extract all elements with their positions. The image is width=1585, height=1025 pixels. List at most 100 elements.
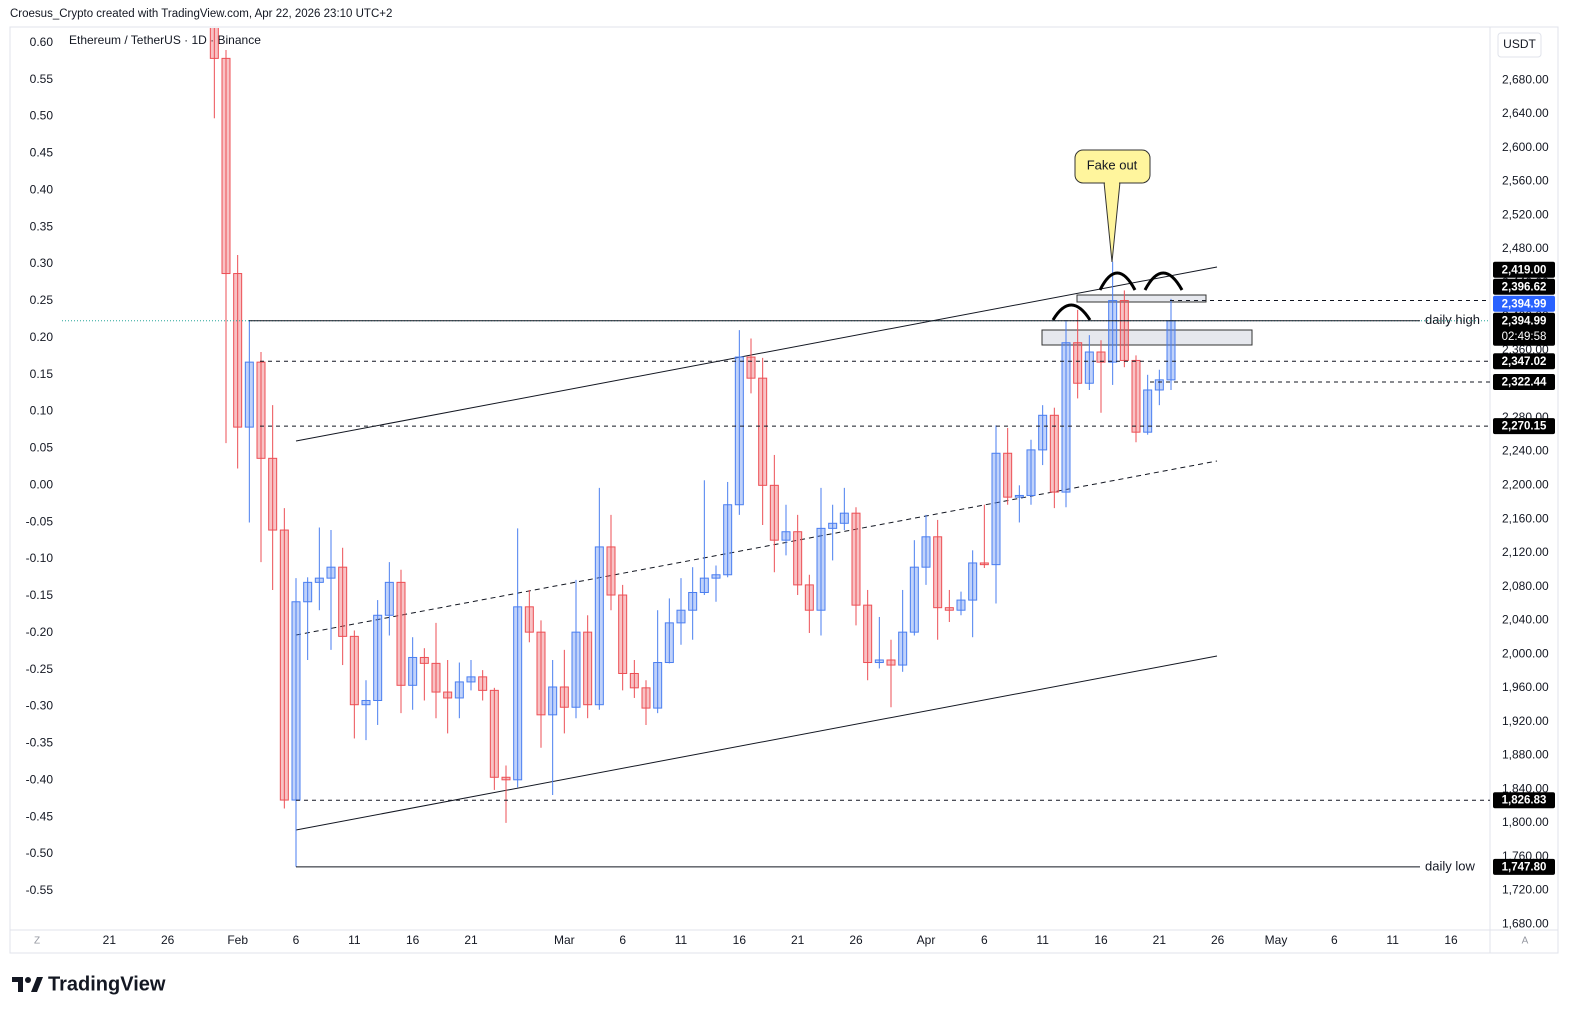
y-tick-label: 2,360.00 bbox=[1502, 342, 1549, 356]
candle-body bbox=[944, 607, 954, 611]
candle-body bbox=[209, 28, 219, 59]
candle-body bbox=[1143, 389, 1153, 433]
y2-tick-label: 0.60 bbox=[30, 35, 54, 49]
candle-body bbox=[1166, 320, 1176, 381]
zone-box bbox=[1041, 329, 1253, 346]
arc bbox=[1098, 271, 1137, 291]
price-tag-label: 2,270.15 bbox=[1502, 421, 1547, 433]
candle-body bbox=[804, 584, 814, 611]
currency[interactable]: USDT bbox=[1503, 37, 1536, 51]
mid-trendline bbox=[295, 460, 1218, 636]
y2-tick-label: -0.50 bbox=[26, 846, 54, 860]
y-tick-label: 2,000.00 bbox=[1502, 646, 1549, 660]
y2-tick-label: 0.30 bbox=[30, 256, 54, 270]
zone-box bbox=[1076, 294, 1207, 303]
candle-body bbox=[396, 581, 406, 686]
y-tick-label: 2,560.00 bbox=[1502, 174, 1549, 188]
x-tick-label: 11 bbox=[1386, 933, 1399, 947]
candle-body bbox=[478, 676, 488, 691]
timezone-icon[interactable]: Z bbox=[34, 936, 40, 947]
candle-body bbox=[466, 676, 476, 683]
candle-body bbox=[1096, 351, 1106, 363]
candle-body bbox=[583, 631, 593, 706]
auto-scale-icon[interactable]: A bbox=[1522, 936, 1529, 947]
attribution: Croesus_Crypto created with TradingView.… bbox=[10, 8, 392, 20]
candle-body bbox=[559, 686, 569, 708]
y2-tick-label: 0.40 bbox=[30, 182, 54, 196]
price-tag-label: 2,396.62 bbox=[1502, 281, 1547, 293]
y-tick-label: 2,080.00 bbox=[1502, 579, 1549, 593]
candle-body bbox=[618, 594, 628, 674]
candle-body bbox=[793, 531, 803, 586]
price-tag bbox=[1493, 792, 1555, 809]
candle-body bbox=[723, 504, 733, 576]
candle-body bbox=[1014, 494, 1024, 498]
candle-body bbox=[769, 484, 779, 541]
candle-body bbox=[571, 631, 581, 708]
y2-tick-label: -0.20 bbox=[26, 625, 54, 639]
y2-tick-label: 0.35 bbox=[30, 219, 54, 233]
y-tick-label: 1,680.00 bbox=[1502, 916, 1549, 930]
candle-body bbox=[361, 699, 371, 706]
candle-body bbox=[419, 656, 429, 664]
x-tick-label: 16 bbox=[1444, 933, 1458, 947]
y2-tick-label: 0.00 bbox=[30, 477, 54, 491]
y-tick-label: 1,720.00 bbox=[1502, 883, 1549, 897]
x-tick-label: Feb bbox=[227, 933, 248, 947]
y-tick-label: 2,600.00 bbox=[1502, 140, 1549, 154]
logo-mark bbox=[31, 977, 43, 992]
y2-tick-label: -0.15 bbox=[26, 588, 54, 602]
price-tag-label: 2,394.99 bbox=[1502, 315, 1547, 327]
candle-body bbox=[1131, 359, 1141, 433]
candle-body bbox=[443, 691, 453, 699]
callout-text: Fake out bbox=[1087, 157, 1138, 172]
candle-body bbox=[641, 687, 651, 709]
candle-body bbox=[956, 599, 966, 611]
candle-body bbox=[291, 601, 301, 801]
x-tick-label: 26 bbox=[161, 933, 175, 947]
y-tick-label: 2,040.00 bbox=[1502, 613, 1549, 627]
x-tick-label: 6 bbox=[1331, 933, 1338, 947]
y-tick-label: 1,960.00 bbox=[1502, 680, 1549, 694]
candle-body bbox=[489, 689, 499, 778]
price-tag-label: 2,419.00 bbox=[1502, 264, 1547, 276]
price-tag-label: 1,747.80 bbox=[1502, 861, 1547, 873]
y2-tick-label: -0.55 bbox=[26, 883, 54, 897]
arc bbox=[1051, 303, 1092, 321]
candle-body bbox=[968, 562, 978, 601]
candle-body bbox=[1003, 452, 1013, 498]
chart-frame bbox=[9, 26, 1559, 954]
candle-body bbox=[536, 631, 546, 716]
y2-tick-label: 0.55 bbox=[30, 72, 54, 86]
y-tick-label: 2,240.00 bbox=[1502, 444, 1549, 458]
candle-body bbox=[1154, 379, 1164, 391]
x-tick-label: May bbox=[1265, 933, 1288, 947]
y-tick-label: 1,800.00 bbox=[1502, 815, 1549, 829]
price-tag-label: 2,322.44 bbox=[1502, 377, 1547, 389]
candle-body bbox=[606, 546, 616, 596]
callout-joint bbox=[1105, 180, 1119, 184]
y2-tick-label: -0.30 bbox=[26, 699, 54, 713]
y-tick-label: 2,200.00 bbox=[1502, 478, 1549, 492]
x-tick-label: Mar bbox=[554, 933, 575, 947]
price-tag bbox=[1493, 418, 1555, 435]
y-tick-label: 1,840.00 bbox=[1502, 781, 1549, 795]
candle-body bbox=[454, 681, 464, 699]
candle-body bbox=[268, 457, 278, 531]
price-tag bbox=[1493, 295, 1555, 312]
candle-body bbox=[828, 522, 838, 529]
candle-body bbox=[979, 562, 989, 566]
candle-body bbox=[664, 622, 674, 664]
candle-body bbox=[921, 536, 931, 568]
lower-trendline bbox=[295, 655, 1218, 831]
candle-body bbox=[746, 356, 756, 379]
currency-button[interactable] bbox=[1497, 32, 1542, 58]
price-tag bbox=[1493, 374, 1555, 391]
candle-body bbox=[1108, 300, 1118, 363]
level-text: daily low bbox=[1425, 858, 1475, 873]
candle-body bbox=[338, 566, 348, 637]
x-tick-label: 26 bbox=[1211, 933, 1225, 947]
price-tag-label: 2,394.99 bbox=[1502, 298, 1547, 310]
countdown: 02:49:58 bbox=[1502, 331, 1547, 343]
candle-body bbox=[688, 591, 698, 611]
